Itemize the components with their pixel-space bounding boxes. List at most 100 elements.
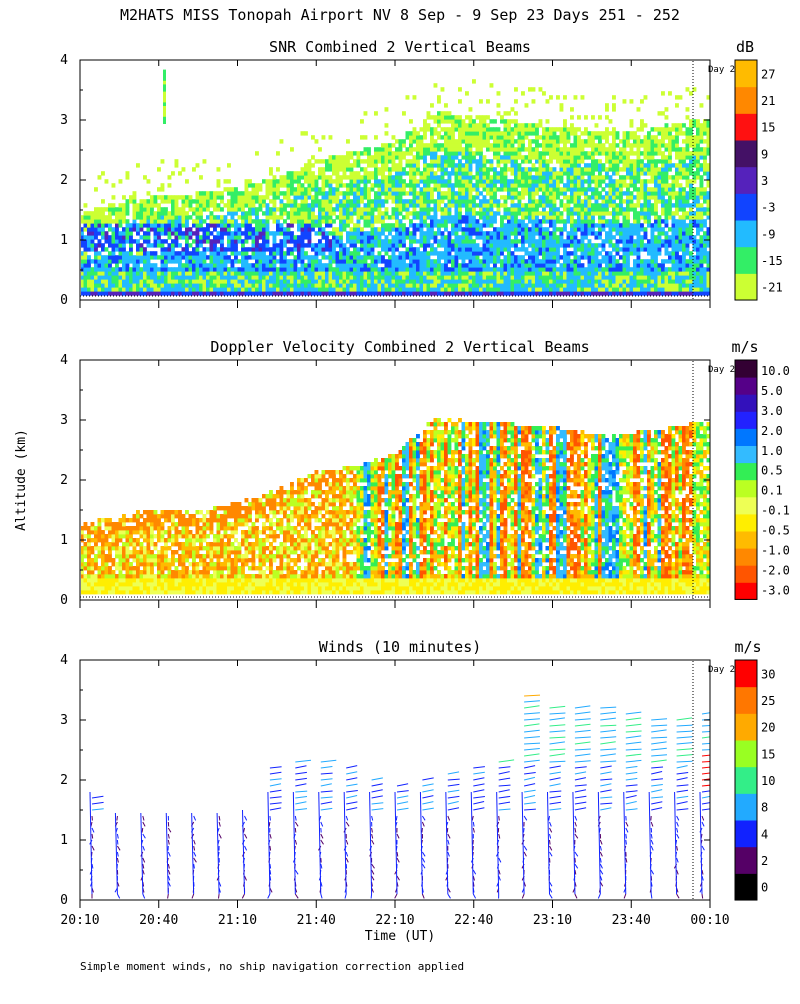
snr-cell: [311, 163, 315, 168]
snr-cell: [125, 239, 130, 244]
snr-cell: [384, 151, 389, 156]
snr-cell: [531, 155, 536, 160]
snr-cell: [542, 227, 546, 232]
snr-cell: [367, 239, 371, 244]
snr-cell: [615, 263, 620, 268]
snr-cell: [570, 259, 574, 264]
snr-cell: [622, 271, 627, 276]
snr-cell: [311, 247, 315, 252]
snr-cell: [517, 207, 522, 212]
snr-cell: [139, 199, 144, 204]
snr-cell: [444, 147, 448, 152]
snr-cell: [566, 283, 571, 288]
snr-cell: [367, 219, 371, 224]
snr-cell: [601, 271, 606, 276]
snr-cell: [276, 279, 280, 284]
snr-cell: [279, 231, 284, 236]
snr-cell: [514, 239, 518, 244]
snr-cell: [454, 191, 459, 196]
snr-cell: [468, 203, 473, 208]
snr-cell: [570, 171, 574, 176]
snr-cell: [545, 219, 550, 224]
snr-cell: [286, 235, 291, 240]
snr-cell: [220, 279, 224, 284]
snr-cell: [111, 195, 116, 200]
snr-cell: [514, 247, 518, 252]
snr-cell: [594, 247, 599, 252]
snr-cell: [388, 291, 392, 296]
snr-cell: [374, 263, 378, 268]
snr-cell: [101, 235, 105, 240]
snr-cell: [293, 199, 298, 204]
snr-cell: [496, 291, 501, 296]
snr-cell: [262, 199, 266, 204]
snr-cell: [328, 195, 333, 200]
snr-cell: [283, 283, 287, 288]
snr-cell: [468, 179, 473, 184]
snr-cell: [451, 151, 455, 156]
snr-cell: [132, 215, 137, 220]
snr-cell: [612, 219, 616, 224]
snr-cell: [584, 235, 588, 240]
snr-cell: [437, 223, 441, 228]
snr-cell: [188, 199, 193, 204]
snr-cell: [528, 267, 532, 272]
snr-cell: [510, 107, 515, 112]
snr-cell: [612, 131, 616, 136]
snr-cell: [409, 291, 413, 296]
snr-cell: [521, 143, 525, 148]
snr-cell: [346, 255, 350, 260]
snr-cell: [115, 255, 119, 260]
snr-cell: [566, 187, 571, 192]
snr-cell: [150, 283, 154, 288]
snr-cell: [251, 211, 256, 216]
snr-cell: [402, 255, 406, 260]
snr-cell: [465, 147, 469, 152]
snr-cell: [237, 271, 242, 276]
snr-cell: [535, 239, 539, 244]
snr-cell: [601, 131, 606, 136]
snr-cell: [321, 243, 326, 248]
snr-cell: [122, 259, 126, 264]
snr-cell: [356, 255, 361, 260]
snr-cell: [192, 255, 196, 260]
snr-cell: [468, 167, 473, 172]
snr-cell: [143, 251, 147, 256]
snr-cell: [136, 227, 140, 232]
snr-cell: [482, 271, 487, 276]
snr-cell: [510, 275, 515, 280]
snr-cell: [290, 183, 294, 188]
snr-cell: [426, 183, 431, 188]
snr-cell: [405, 255, 410, 260]
snr-cell: [465, 135, 469, 140]
snr-cell: [332, 259, 336, 264]
snr-cell: [129, 195, 133, 200]
snr-cell: [489, 183, 494, 188]
snr-cell: [580, 283, 585, 288]
snr-cell: [241, 283, 245, 288]
snr-cell: [521, 219, 525, 224]
snr-cell: [514, 219, 518, 224]
snr-cell: [81, 219, 84, 224]
snr-cell: [528, 155, 532, 160]
snr-cell: [517, 255, 522, 260]
snr-cell: [587, 263, 592, 268]
snr-cell: [220, 247, 224, 252]
snr-cell: [115, 279, 119, 284]
snr-cell: [325, 211, 329, 216]
snr-cell: [164, 279, 168, 284]
snr-cell: [395, 207, 399, 212]
snr-cell: [552, 171, 557, 176]
snr-cell: [342, 163, 347, 168]
snr-cell: [416, 227, 420, 232]
snr-cell: [206, 215, 210, 220]
snr-cell: [391, 135, 396, 140]
snr-cell: [486, 171, 490, 176]
snr-cell: [290, 259, 294, 264]
snr-cell: [493, 147, 497, 152]
snr-cell: [531, 243, 536, 248]
snr-cell: [528, 123, 532, 128]
snr-cell: [552, 267, 557, 272]
snr-cell: [447, 291, 452, 296]
snr-cell: [430, 291, 434, 296]
